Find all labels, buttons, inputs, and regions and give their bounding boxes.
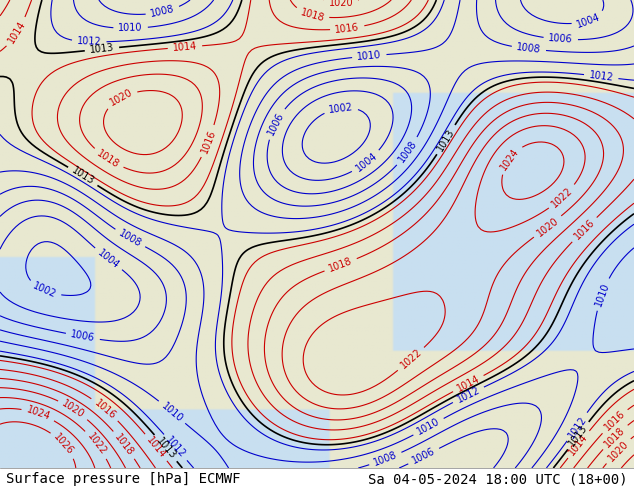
Text: 1020: 1020 (328, 0, 353, 8)
Text: Surface pressure [hPa] ECMWF: Surface pressure [hPa] ECMWF (6, 472, 241, 486)
Text: 1018: 1018 (603, 425, 627, 449)
Text: 1026: 1026 (52, 432, 75, 457)
Text: 1006: 1006 (411, 446, 437, 466)
Text: 1010: 1010 (119, 23, 143, 33)
Text: Sa 04-05-2024 18:00 UTC (18+00): Sa 04-05-2024 18:00 UTC (18+00) (368, 472, 628, 486)
Text: 1013: 1013 (154, 436, 178, 461)
Text: 1010: 1010 (593, 281, 611, 307)
Text: 1010: 1010 (415, 416, 442, 437)
Text: 1014: 1014 (172, 41, 198, 53)
Text: 1006: 1006 (548, 33, 573, 45)
Text: 1018: 1018 (299, 7, 325, 23)
Text: 1014: 1014 (6, 19, 28, 46)
Text: 1012: 1012 (588, 70, 614, 83)
Text: 1013: 1013 (89, 43, 115, 55)
Text: 1013: 1013 (567, 423, 590, 448)
Text: 1018: 1018 (328, 256, 354, 274)
Text: 1006: 1006 (70, 329, 96, 343)
Text: 1022: 1022 (550, 185, 575, 209)
Text: 1024: 1024 (498, 146, 521, 172)
Text: 1020: 1020 (60, 398, 86, 420)
Text: 1012: 1012 (455, 385, 482, 405)
Text: 1020: 1020 (535, 215, 560, 238)
Text: 1010: 1010 (160, 400, 184, 424)
Text: 1008: 1008 (150, 4, 176, 20)
Text: 1002: 1002 (31, 281, 58, 300)
Text: 1016: 1016 (572, 218, 597, 242)
Text: 1016: 1016 (335, 22, 360, 35)
Text: 1013: 1013 (436, 126, 456, 153)
Text: 1014: 1014 (455, 373, 481, 393)
Text: 1012: 1012 (566, 414, 588, 440)
Text: 1020: 1020 (606, 439, 630, 463)
Text: 1006: 1006 (266, 110, 285, 137)
Text: 1014: 1014 (145, 435, 168, 460)
Text: 1008: 1008 (397, 139, 419, 165)
Text: 1008: 1008 (372, 450, 399, 468)
Text: 1004: 1004 (96, 247, 121, 270)
Text: 1018: 1018 (113, 432, 136, 458)
Text: 1008: 1008 (117, 228, 143, 249)
Text: 1012: 1012 (77, 36, 101, 48)
Text: 1022: 1022 (399, 347, 424, 371)
Text: 1014: 1014 (567, 432, 590, 457)
Text: 1020: 1020 (108, 87, 134, 108)
Text: 1016: 1016 (602, 409, 627, 433)
Text: 1018: 1018 (95, 148, 121, 170)
Text: 1004: 1004 (354, 150, 379, 173)
Text: 1012: 1012 (164, 435, 188, 460)
Text: 1013: 1013 (70, 166, 96, 187)
Text: 1008: 1008 (516, 43, 541, 55)
Text: 1022: 1022 (85, 432, 108, 457)
Text: 1016: 1016 (199, 128, 217, 154)
Text: 1004: 1004 (576, 12, 602, 29)
Text: 1010: 1010 (357, 50, 382, 62)
Text: 1024: 1024 (25, 405, 51, 422)
Text: 1016: 1016 (93, 397, 118, 421)
Text: 1002: 1002 (328, 102, 354, 115)
